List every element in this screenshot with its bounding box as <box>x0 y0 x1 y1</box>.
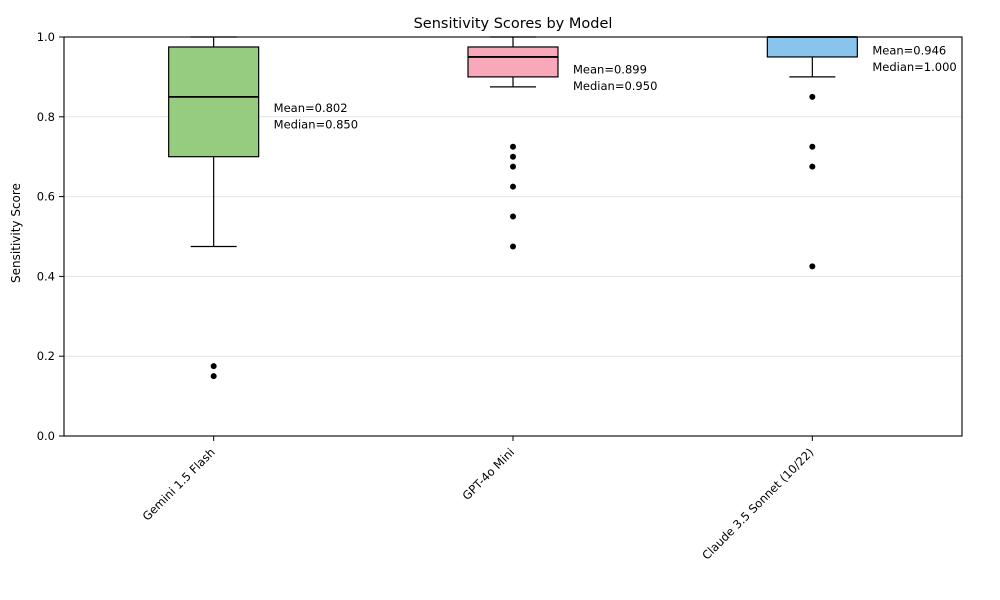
x-tick-label: Claude 3.5 Sonnet (10/22) <box>699 445 816 562</box>
box-group-1 <box>168 36 260 380</box>
outlier-dot <box>510 243 516 250</box>
outlier-dot <box>210 363 217 370</box>
iqr-box <box>168 46 260 158</box>
outlier-dot <box>809 263 816 270</box>
mean-median-annotation: Median=0.950 <box>573 79 657 93</box>
iqr-box <box>766 36 858 58</box>
chart-title: Sensitivity Scores by Model <box>414 16 613 32</box>
mean-median-annotation: Median=1.000 <box>872 60 956 74</box>
box-series <box>168 36 858 380</box>
box-group-2 <box>467 36 559 250</box>
outlier-dot <box>510 213 516 220</box>
mean-median-annotation: Mean=0.899 <box>573 62 647 76</box>
mean-median-annotation: Mean=0.946 <box>872 44 946 58</box>
y-tick-label: 0.4 <box>37 269 55 283</box>
y-tick-label: 0.2 <box>37 349 55 363</box>
mean-median-annotation: Mean=0.802 <box>274 101 348 115</box>
outlier-dot <box>210 373 217 380</box>
iqr-box <box>467 46 559 78</box>
outlier-dot <box>510 143 516 150</box>
x-tick-label: Gemini 1.5 Flash <box>140 445 218 523</box>
box-group-3 <box>766 36 858 270</box>
y-axis-label: Sensitivity Score <box>9 183 23 283</box>
y-tick-label: 1.0 <box>37 30 55 44</box>
outlier-dot <box>809 163 816 170</box>
outlier-dot <box>510 163 516 170</box>
mean-median-annotation: Median=0.850 <box>274 118 358 132</box>
outlier-dot <box>809 93 816 100</box>
y-tick-label: 0.8 <box>37 110 55 124</box>
x-tick-label: GPT-4o Mini <box>459 445 517 503</box>
y-tick-label: 0.0 <box>37 429 55 443</box>
outlier-dot <box>809 143 816 150</box>
outlier-dot <box>510 183 516 190</box>
y-tick-label: 0.6 <box>37 190 55 204</box>
outlier-dot <box>510 153 516 160</box>
